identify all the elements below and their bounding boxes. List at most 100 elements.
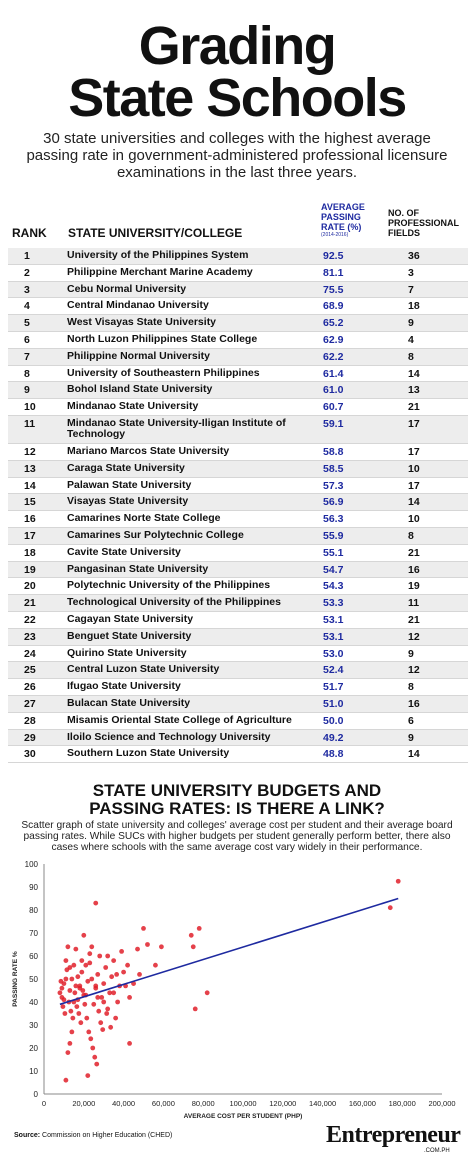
table-row: 24 Quirino State University 53.0 9 bbox=[8, 646, 468, 663]
data-point bbox=[74, 1004, 80, 1009]
university-name-cell: Camarines Norte State College bbox=[67, 512, 221, 525]
data-point bbox=[115, 999, 121, 1005]
data-point bbox=[121, 969, 126, 975]
data-point bbox=[96, 1008, 102, 1014]
professional-fields-cell: 12 bbox=[408, 664, 420, 677]
data-point bbox=[85, 1073, 91, 1078]
y-axis-label: PASSING RATE % bbox=[12, 951, 19, 1007]
x-tick-label: 140,000 bbox=[309, 1099, 336, 1108]
data-point bbox=[69, 1029, 75, 1035]
data-point bbox=[85, 978, 91, 984]
professional-fields-cell: 14 bbox=[408, 496, 420, 509]
data-point bbox=[94, 1061, 100, 1067]
table-row: 27 Bulacan State University 51.0 16 bbox=[8, 695, 468, 713]
table-row: 4 Central Mindanao University 68.9 18 bbox=[8, 298, 468, 316]
university-name-cell: Philippine Merchant Marine Academy bbox=[67, 265, 253, 278]
data-point bbox=[59, 985, 65, 991]
data-point bbox=[113, 1015, 119, 1021]
university-name-cell: Cavite State University bbox=[67, 545, 181, 558]
x-tick-label: 200,000 bbox=[428, 1099, 455, 1108]
data-point bbox=[78, 1020, 84, 1026]
professional-fields-cell: 7 bbox=[408, 283, 414, 296]
university-name-cell: Bohol Island State University bbox=[67, 383, 213, 396]
table-row: 8 University of Southeastern Philippines 6… bbox=[8, 366, 468, 383]
rank-cell: 30 bbox=[24, 748, 36, 761]
data-point bbox=[63, 1077, 69, 1083]
table-row: 30 Southern Luzon State University 48.8 14 bbox=[8, 746, 468, 764]
table-row: 1 University of the Philippines System 92.… bbox=[8, 248, 468, 265]
data-point bbox=[67, 1041, 73, 1046]
column-header-rate: AVERAGE PASSING RATE (%) (2014-2016) bbox=[321, 202, 381, 239]
table-row: 20 Polytechnic University of the Philippi… bbox=[8, 578, 468, 596]
data-point bbox=[87, 960, 93, 966]
section-title-line-1: STATE UNIVERSITY BUDGETS AND bbox=[92, 781, 382, 800]
rank-cell: 3 bbox=[24, 283, 30, 296]
y-tick-label: 80 bbox=[29, 906, 38, 915]
data-point bbox=[387, 905, 393, 911]
data-point bbox=[89, 976, 95, 982]
data-point bbox=[68, 1008, 74, 1014]
rank-cell: 9 bbox=[24, 384, 30, 397]
rank-cell: 28 bbox=[24, 714, 36, 727]
data-point bbox=[69, 976, 75, 982]
data-point bbox=[153, 962, 158, 968]
table-row: 16 Camarines Norte State College 56.3 10 bbox=[8, 511, 468, 528]
source-label: Source: bbox=[14, 1132, 41, 1139]
column-header-rate-label: AVERAGE PASSING RATE (%) bbox=[321, 202, 365, 232]
scatter-chart: 0 10 20 30 40 50 60 70 80 90 100 0 20,000 40,000 60,00… bbox=[12, 860, 456, 1120]
passing-rate-cell: 58.5 bbox=[323, 462, 344, 475]
university-name-cell: North Luzon Philippines State College bbox=[67, 332, 258, 345]
data-point bbox=[114, 972, 120, 977]
page-title: Grading State Schools 30 state universit… bbox=[0, 0, 474, 181]
professional-fields-cell: 36 bbox=[408, 250, 420, 262]
professional-fields-cell: 18 bbox=[408, 300, 420, 313]
rank-cell: 18 bbox=[24, 546, 36, 559]
column-header-name: STATE UNIVERSITY/COLLEGE bbox=[68, 226, 243, 240]
passing-rate-cell: 50.0 bbox=[323, 714, 344, 727]
university-name-cell: Philippine Normal University bbox=[67, 349, 210, 362]
table-row: 3 Cebu Normal University 75.5 7 bbox=[8, 281, 468, 299]
professional-fields-cell: 8 bbox=[408, 529, 414, 542]
table-row: 12 Mariano Marcos State University 58.8 17 bbox=[8, 444, 468, 461]
professional-fields-cell: 8 bbox=[408, 350, 414, 363]
data-point bbox=[196, 926, 202, 931]
professional-fields-cell: 11 bbox=[408, 597, 420, 610]
professional-fields-cell: 4 bbox=[408, 333, 414, 346]
data-point bbox=[99, 995, 105, 1000]
professional-fields-cell: 13 bbox=[408, 384, 420, 397]
data-point bbox=[58, 978, 64, 984]
university-name-cell: Polytechnic University of the Philippine… bbox=[67, 579, 271, 592]
table-row: 2 Philippine Merchant Marine Academy 81.1 3 bbox=[8, 265, 468, 282]
passing-rate-cell: 49.2 bbox=[323, 731, 344, 744]
professional-fields-cell: 6 bbox=[408, 714, 414, 727]
rank-cell: 17 bbox=[24, 529, 36, 542]
passing-rate-cell: 62.2 bbox=[323, 350, 344, 363]
data-point bbox=[105, 1006, 111, 1012]
x-tick-label: 20,000 bbox=[72, 1099, 95, 1108]
data-point bbox=[79, 958, 85, 963]
x-tick-label: 60,000 bbox=[152, 1099, 175, 1108]
rank-cell: 21 bbox=[24, 597, 36, 610]
x-tick-label: 80,000 bbox=[192, 1099, 215, 1108]
university-name-cell: Cagayan State University bbox=[67, 612, 194, 625]
data-point bbox=[127, 995, 132, 1000]
rank-cell: 16 bbox=[24, 513, 36, 526]
data-point bbox=[84, 1015, 90, 1021]
rank-cell: 4 bbox=[24, 300, 30, 313]
university-name-cell: Mindanao State University-Iligan Institu… bbox=[67, 416, 286, 440]
university-name-cell: West Visayas State University bbox=[67, 316, 217, 329]
data-point bbox=[107, 990, 113, 996]
table-row: 28 Misamis Oriental State College of Agri… bbox=[8, 713, 468, 730]
data-point bbox=[135, 946, 140, 952]
data-point bbox=[93, 983, 99, 989]
section-title-line-2: PASSING RATES: IS THERE A LINK? bbox=[89, 799, 385, 818]
professional-fields-cell: 9 bbox=[408, 317, 414, 330]
data-point bbox=[86, 1029, 92, 1035]
university-name-cell: Benguet State University bbox=[67, 629, 192, 642]
table-row: 26 Ifugao State University 51.7 8 bbox=[8, 679, 468, 696]
passing-rate-cell: 61.0 bbox=[323, 384, 344, 397]
data-point bbox=[65, 1050, 71, 1055]
data-point bbox=[188, 932, 194, 938]
passing-rate-cell: 51.7 bbox=[323, 681, 344, 694]
passing-rate-cell: 51.0 bbox=[323, 697, 344, 710]
